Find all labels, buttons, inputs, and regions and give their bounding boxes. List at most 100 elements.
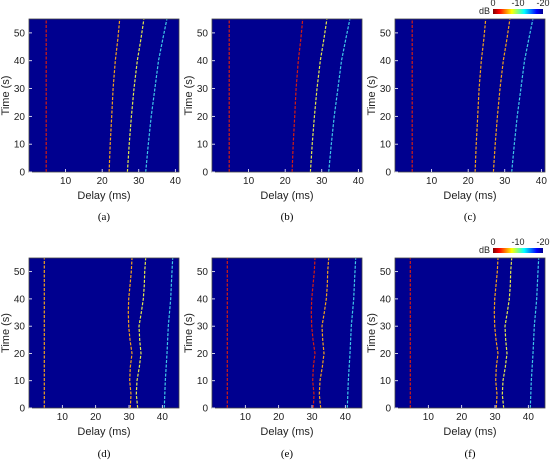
y-tick-label: 40 [197, 294, 209, 305]
colorbar-tick-label: 0 [490, 0, 495, 8]
delay-trace [492, 18, 511, 173]
delay-trace [328, 18, 351, 173]
y-tick-label: 0 [202, 168, 208, 179]
x-axis-label: Delay (ms) [443, 190, 496, 202]
x-tick-label: 20 [463, 176, 475, 187]
x-tick-label: 40 [536, 176, 548, 187]
plot-frame [28, 18, 180, 173]
chart-panel-6: 10 20 30 40 0 10 20 30 40 50 Delay (ms) Time (s) (f)… [366, 237, 550, 460]
y-tick-label: 50 [197, 267, 209, 278]
y-tick-label: 0 [202, 404, 208, 415]
x-tick-label: 30 [306, 412, 318, 423]
x-tick-label: 20 [456, 412, 468, 423]
y-axis-label: Time (s) [366, 313, 378, 353]
plot-frame [211, 257, 363, 409]
delay-trace [126, 18, 145, 173]
y-tick-label: 0 [385, 168, 391, 179]
delay-trace [127, 257, 133, 409]
y-tick-label: 10 [197, 376, 209, 387]
y-tick-label: 20 [197, 112, 209, 123]
y-tick-label: 30 [14, 322, 26, 333]
x-tick-label: 20 [97, 176, 109, 187]
y-tick-label: 40 [197, 56, 209, 67]
plot-frame [28, 257, 180, 409]
plot-background [395, 258, 545, 408]
plot-background [29, 19, 179, 172]
delay-trace [145, 18, 168, 173]
panel-label: (c) [464, 211, 477, 223]
y-axis-label: Time (s) [183, 76, 195, 116]
chart-panel-2: 10 20 30 40 0 10 20 30 40 50 Delay (ms) Time (s) (b) [183, 18, 365, 223]
plot-background [212, 19, 362, 172]
y-tick-label: 10 [14, 140, 26, 151]
colorbar-unit: dB [479, 245, 490, 255]
plot-background [212, 258, 362, 408]
y-axis-label: Time (s) [366, 76, 378, 116]
colorbar-unit: dB [479, 6, 490, 16]
y-tick-label: 10 [380, 376, 392, 387]
y-tick-label: 10 [14, 376, 26, 387]
y-tick-label: 40 [380, 294, 392, 305]
x-tick-label: 10 [240, 412, 252, 423]
y-tick-label: 30 [197, 84, 209, 95]
delay-trace [474, 18, 487, 173]
x-tick-label: 20 [280, 176, 292, 187]
delay-trace [511, 18, 534, 173]
x-tick-label: 30 [489, 412, 501, 423]
chart-panel-5: 10 20 30 40 0 10 20 30 40 50 Delay (ms) Time (s) (e) [183, 257, 363, 460]
y-tick-label: 50 [14, 267, 26, 278]
y-tick-label: 20 [197, 349, 209, 360]
x-tick-label: 10 [423, 412, 435, 423]
x-tick-label: 20 [273, 412, 285, 423]
colorbar-tick-label: 0 [490, 237, 495, 247]
y-axis-label: Time (s) [0, 313, 12, 353]
y-tick-label: 10 [197, 140, 209, 151]
x-tick-label: 40 [170, 176, 182, 187]
y-tick-label: 30 [380, 84, 392, 95]
x-axis-label: Delay (ms) [260, 426, 313, 438]
x-tick-label: 10 [426, 176, 438, 187]
x-tick-label: 30 [123, 412, 135, 423]
colorbar-tick-label: -10 [511, 0, 524, 8]
y-axis-label: Time (s) [183, 313, 195, 353]
x-tick-label: 20 [90, 412, 102, 423]
y-tick-label: 30 [380, 322, 392, 333]
x-tick-label: 30 [499, 176, 511, 187]
plot-background [395, 19, 545, 172]
delay-trace [108, 18, 121, 173]
panel-label: (e) [281, 448, 294, 460]
x-tick-label: 30 [316, 176, 328, 187]
delay-trace [501, 257, 513, 409]
x-tick-label: 40 [157, 412, 169, 423]
panel-label: (f) [465, 448, 476, 460]
y-tick-label: 40 [380, 56, 392, 67]
delay-trace [529, 257, 540, 409]
delay-trace [135, 257, 147, 409]
x-axis-label: Delay (ms) [77, 426, 130, 438]
x-tick-label: 10 [57, 412, 69, 423]
x-axis-label: Delay (ms) [77, 190, 130, 202]
x-tick-label: 40 [353, 176, 365, 187]
panel-label: (d) [98, 448, 111, 460]
plot-background [29, 258, 179, 408]
y-tick-label: 50 [380, 28, 392, 39]
x-axis-label: Delay (ms) [443, 426, 496, 438]
y-tick-label: 0 [19, 168, 25, 179]
y-tick-label: 20 [380, 112, 392, 123]
delay-trace [318, 257, 330, 409]
delay-trace [163, 257, 174, 409]
y-tick-label: 10 [380, 140, 392, 151]
y-tick-label: 20 [14, 349, 26, 360]
chart-panel-3: 10 20 30 40 0 10 20 30 40 50 Delay (ms) Time (s) (c)… [366, 0, 550, 223]
panel-label: (b) [281, 211, 294, 223]
chart-panel-4: 10 20 30 40 0 10 20 30 40 50 Delay (ms) Time (s) (d) [0, 257, 180, 460]
y-tick-label: 40 [14, 294, 26, 305]
x-tick-label: 40 [523, 412, 535, 423]
plot-frame [394, 257, 546, 409]
y-tick-label: 50 [14, 28, 26, 39]
x-tick-label: 40 [340, 412, 352, 423]
delay-trace [291, 18, 304, 173]
y-tick-label: 30 [197, 322, 209, 333]
plot-frame [211, 18, 363, 173]
